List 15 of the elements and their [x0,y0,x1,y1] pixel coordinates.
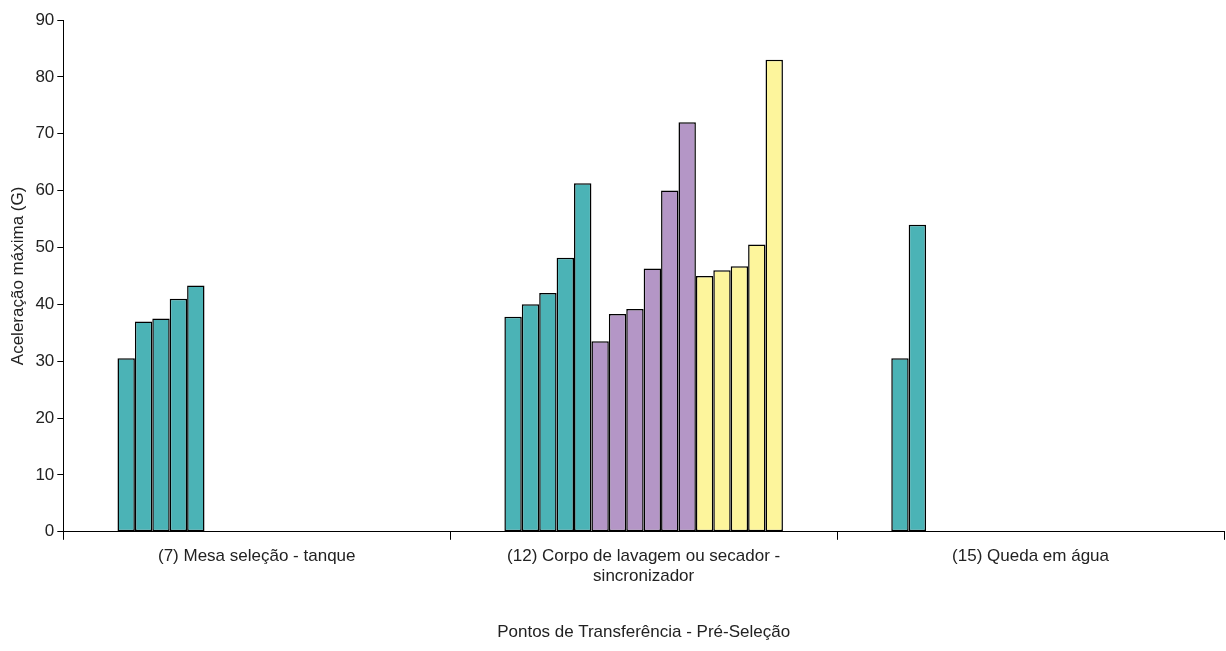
y-tick-label: 80 [35,66,55,86]
y-tick-label: 30 [35,350,55,370]
y-tick-label: 50 [35,237,55,257]
y-tick-label: 20 [35,407,55,427]
x-axis-title: Pontos de Transferência - Pré-Seleção [497,622,791,642]
y-tick-label: 90 [35,9,55,29]
x-tick-label: (7) Mesa seleção - tanque [158,545,356,565]
y-tick-label: 40 [35,294,55,314]
y-axis-title: Aceleração máxima (G) [7,186,27,366]
x-tick-label: (15) Queda em água [952,545,1110,565]
y-tick-label: 70 [35,123,55,143]
y-tick-label: 10 [35,464,55,484]
y-tick-label: 0 [44,521,55,541]
y-tick-label: 60 [35,180,55,200]
x-tick-label: (12) Corpo de lavagem ou secador - sincronizador [507,545,781,586]
